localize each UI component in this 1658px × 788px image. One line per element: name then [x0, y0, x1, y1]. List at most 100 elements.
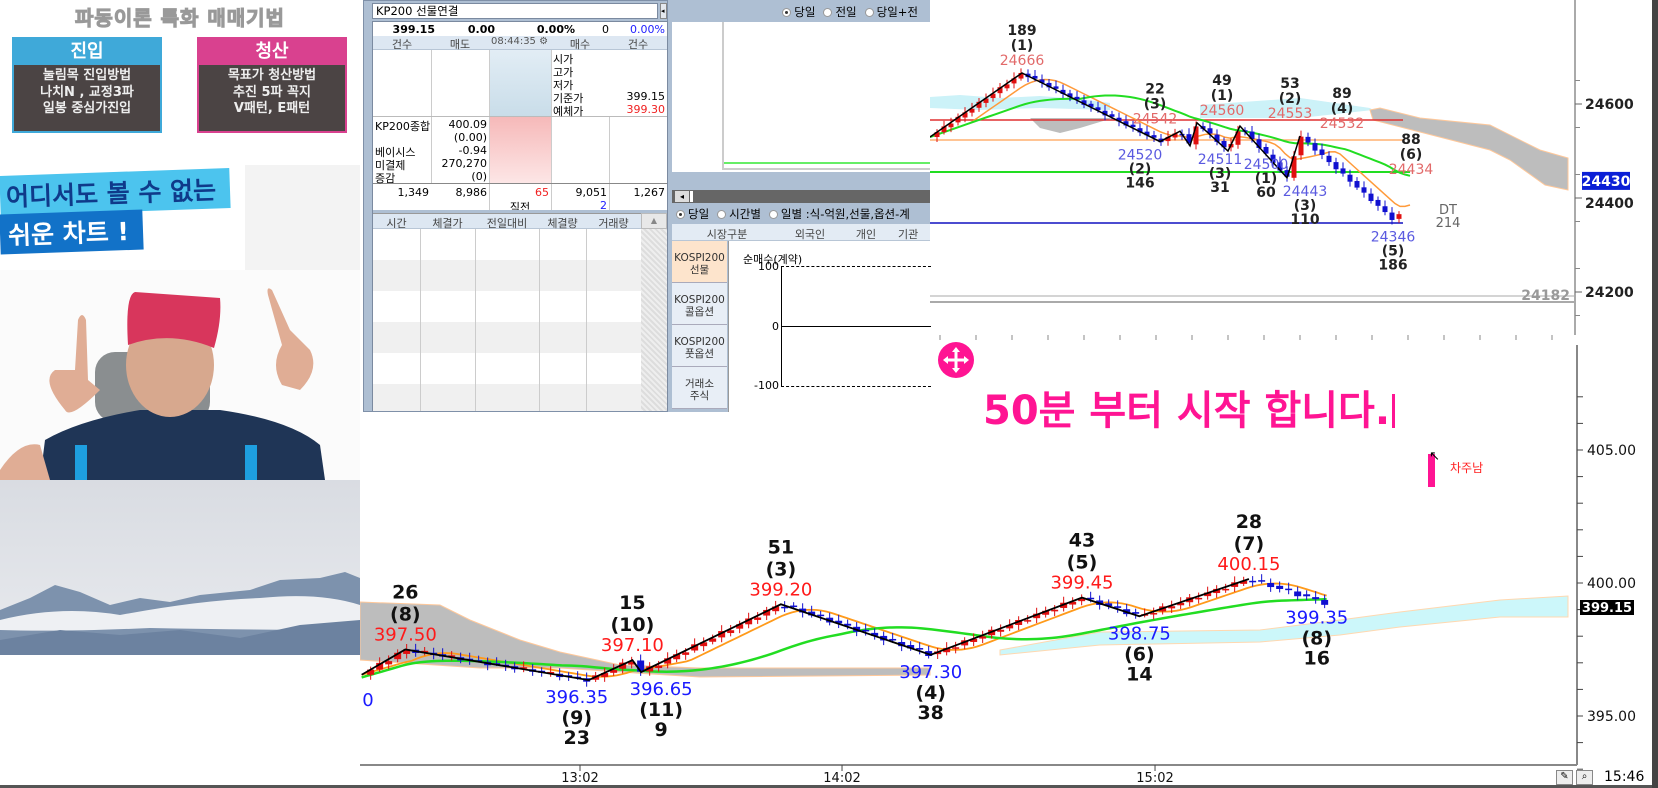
pivot-price-label: 24511 [1198, 152, 1243, 168]
settings-gear-icon[interactable]: ⚙ [539, 36, 549, 47]
radio-option[interactable]: 당일 [782, 5, 823, 19]
candle-body [997, 629, 1005, 632]
period-radio-group: 당일 전일 당일+전 [668, 3, 930, 21]
move-icon[interactable] [937, 341, 975, 379]
candle-body [1088, 103, 1094, 107]
grid-line [586, 384, 587, 411]
candle-body [763, 609, 771, 616]
collapse-button[interactable]: ◂ [660, 3, 667, 19]
candle-body [1277, 162, 1283, 171]
radio-button[interactable] [768, 209, 778, 219]
pivot-wave-label: (1) [1011, 38, 1034, 54]
last-price: 399.15 [392, 23, 435, 36]
grid-line [586, 353, 587, 384]
grid-line [539, 260, 540, 291]
market-item[interactable]: KOSPI200 콜옵션 [672, 283, 727, 325]
radio-option[interactable]: 당일+전 [864, 5, 926, 19]
pivot-price-label: 399.45 [1050, 573, 1113, 594]
pivot-count-label: 9 [655, 719, 668, 741]
candle-body [1284, 170, 1290, 177]
radio-option[interactable]: 시간별 [717, 207, 769, 221]
candle-body [1069, 601, 1077, 605]
total-sell-qty: 8,986 [455, 186, 488, 199]
exit-line: 추진 5파 꼭지 [233, 84, 311, 100]
annotation-marker[interactable] [1428, 454, 1435, 487]
trade-row[interactable] [373, 353, 641, 384]
grid-line [475, 322, 476, 353]
exit-line: 목표가 청산방법 [227, 68, 317, 83]
trade-row[interactable] [373, 322, 641, 353]
scroll-up-button[interactable]: ▲ [641, 213, 667, 229]
candle-body [1067, 93, 1073, 98]
draw-pencil-icon[interactable]: ✎ [1556, 770, 1573, 785]
candle-body [1240, 580, 1248, 584]
current-price-box [1580, 600, 1634, 615]
candle-body [1137, 128, 1143, 133]
grid-line [420, 353, 421, 384]
candle-body [772, 606, 780, 612]
candle-body [1116, 117, 1122, 122]
radio-button[interactable] [676, 209, 685, 219]
candle-body [1033, 613, 1041, 619]
low-marker-label: 24182 [1521, 288, 1570, 304]
candle-body [1375, 199, 1381, 206]
candle-body [1018, 72, 1024, 79]
scroll-thumb[interactable] [690, 191, 693, 202]
candle-body [990, 93, 996, 99]
radio-option[interactable]: 전일 [823, 5, 864, 19]
exit-line: V패턴, E패턴 [233, 101, 311, 116]
candle-body [1177, 602, 1185, 606]
pivot-price-label: 24553 [1268, 106, 1313, 122]
market-item[interactable]: KOSPI200 풋옵션 [672, 325, 727, 367]
scroll-left-button[interactable]: ◂ [675, 191, 689, 202]
trade-row[interactable] [373, 384, 641, 411]
col-foreign[interactable]: 외국인 [794, 228, 826, 241]
trade-row[interactable] [373, 291, 641, 322]
symbol-input[interactable]: KP200 선물연결 [372, 3, 658, 19]
radio-button[interactable] [864, 7, 874, 17]
col-institution[interactable]: 기관 [898, 228, 919, 241]
candle-body [367, 669, 375, 675]
radio-option[interactable]: 당일 [676, 207, 717, 221]
index-value: -0.94 [458, 144, 487, 157]
zoom-magnifier-icon[interactable]: ⌕ [1576, 770, 1593, 785]
radio-button[interactable] [717, 209, 727, 219]
pivot-count-label: 110 [1290, 212, 1319, 228]
col-individual[interactable]: 개인 [855, 228, 877, 241]
index-info-row: 베이시스 -0.94 [375, 144, 487, 159]
grid-line [539, 291, 540, 322]
grid-line [539, 384, 540, 411]
divider [373, 183, 667, 184]
candle-body [1078, 598, 1086, 602]
candle-body [1042, 610, 1050, 615]
pivot-wave-label: (4) [915, 682, 946, 704]
mini-chart-scrollbar[interactable]: ◂ [672, 190, 930, 203]
trade-scrollbar[interactable]: ▲ [641, 213, 667, 411]
market-item[interactable]: KOSPI200 선물 [672, 241, 727, 283]
trade-row[interactable] [373, 260, 641, 291]
right-border [1652, 0, 1658, 788]
trade-row[interactable] [373, 229, 641, 260]
pivot-count-label: 89 [1332, 86, 1351, 102]
col-sell: 매도 [449, 38, 471, 51]
grid-line [420, 260, 421, 291]
market-item[interactable]: 거래소 주식 [672, 367, 727, 409]
radio-button[interactable] [823, 7, 833, 17]
cloud-up [1200, 98, 1373, 118]
pivot-price-label: 397.50 [374, 625, 437, 646]
total-buy-qty: 9,051 [575, 186, 608, 199]
pivot-wave-label: (8) [390, 604, 421, 626]
candle-body [520, 667, 528, 669]
radio-option[interactable]: 일별 :식-억원,선물,옵션-계 [768, 207, 918, 221]
candle-body [1032, 75, 1038, 79]
radio-button[interactable] [782, 7, 792, 17]
info-label: 시가 [553, 53, 574, 66]
candle-body [1105, 603, 1113, 607]
pivot-wave-label: (9) [561, 707, 592, 729]
candle-body [1060, 89, 1066, 94]
pivot-count-label: 43 [1069, 530, 1095, 552]
grid-line [475, 291, 476, 322]
radio-label: 일별 :식-억원,선물,옵션-계 [780, 207, 910, 221]
candle-body [1150, 613, 1158, 615]
edge-price-label: 0 [362, 690, 373, 711]
